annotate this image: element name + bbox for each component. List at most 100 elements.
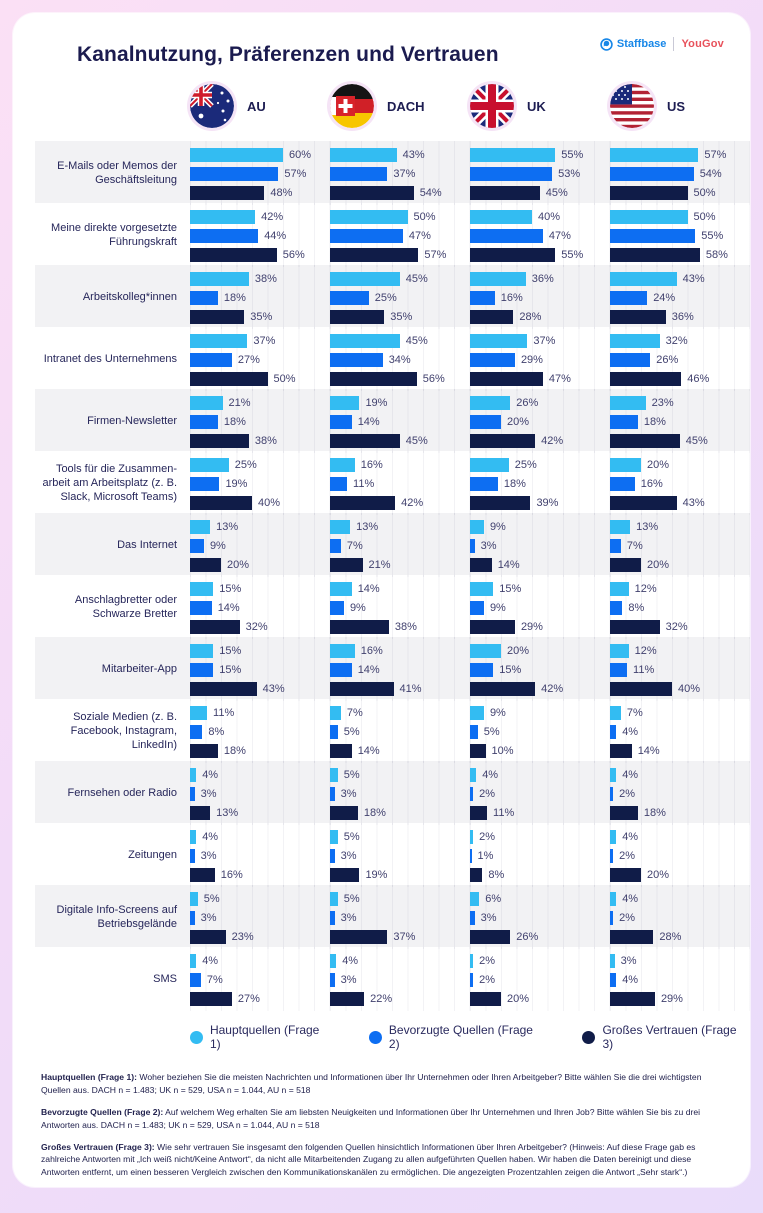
bar-track: 7% <box>610 539 750 553</box>
flag-dach-icon <box>330 84 374 128</box>
bar-track: 18% <box>330 806 470 820</box>
bar-series-1 <box>190 954 197 968</box>
bar-series-2 <box>610 477 635 491</box>
bar-value: 19% <box>365 397 388 409</box>
bar-value: 4% <box>202 831 219 843</box>
bar-track: 29% <box>470 620 610 634</box>
bar-track: 15% <box>190 644 330 658</box>
bar-value: 9% <box>349 602 366 614</box>
bar-group-uk: 9% 3% 14% <box>470 513 610 577</box>
bar-series-2 <box>470 787 474 801</box>
bar-track: 38% <box>330 620 470 634</box>
bar-series-3 <box>610 248 700 262</box>
bar-track: 50% <box>610 186 750 200</box>
bar-value: 35% <box>250 311 273 323</box>
bar-value: 45% <box>545 187 568 199</box>
bar-series-1 <box>470 830 474 844</box>
bar-series-3 <box>190 248 277 262</box>
bar-series-2 <box>610 725 617 739</box>
bar-series-1 <box>610 706 621 720</box>
legend-label: Bevorzugte Quellen (Frage 2) <box>388 1023 533 1051</box>
bar-value: 2% <box>479 788 495 800</box>
bar-value: 26% <box>516 397 539 409</box>
channel-row: E-Mails oder Memos der Geschäftsleitung 6… <box>35 141 750 205</box>
bar-series-2 <box>610 291 648 305</box>
bar-track: 40% <box>470 210 610 224</box>
footnote-2: Bevorzugte Quellen (Frage 2): Auf welche… <box>41 1106 701 1130</box>
bar-series-2 <box>330 229 403 243</box>
bar-series-2 <box>610 353 651 367</box>
channel-label: Zeitungen <box>128 848 177 861</box>
bar-group-us: 57% 54% 50% <box>610 141 750 205</box>
column-header-au: AU <box>190 83 330 129</box>
bar-series-2 <box>190 849 195 863</box>
bar-track: 36% <box>470 272 610 286</box>
bar-track: 10% <box>470 744 610 758</box>
flag-us-icon <box>610 84 654 128</box>
bar-track: 4% <box>610 725 750 739</box>
bar-series-1 <box>470 582 494 596</box>
bar-track: 3% <box>470 911 610 925</box>
bar-track: 16% <box>330 458 470 472</box>
bar-track: 27% <box>190 992 330 1006</box>
bar-value: 14% <box>357 583 380 595</box>
bar-value: 16% <box>360 459 383 471</box>
bar-value: 16% <box>220 869 243 881</box>
bar-series-1 <box>470 148 556 162</box>
bar-value: 23% <box>651 397 674 409</box>
bar-value: 57% <box>424 249 447 261</box>
bar-series-2 <box>190 539 204 553</box>
bar-series-3 <box>470 372 543 386</box>
bar-value: 46% <box>687 373 710 385</box>
bar-value: 20% <box>507 645 530 657</box>
bar-series-3 <box>190 372 268 386</box>
bar-track: 37% <box>190 334 330 348</box>
bar-track: 8% <box>470 868 610 882</box>
bar-value: 22% <box>370 993 393 1005</box>
bar-value: 43% <box>682 497 705 509</box>
bar-series-3 <box>610 992 655 1006</box>
bar-track: 15% <box>190 663 330 677</box>
channel-label: Arbeitskolleg*innen <box>82 290 177 303</box>
channel-label: Meine direkte vorgesetzte Führungskraft <box>51 221 177 248</box>
bar-value: 54% <box>419 187 442 199</box>
bar-track: 55% <box>610 229 750 243</box>
bar-value: 13% <box>216 521 239 533</box>
bar-series-1 <box>330 830 338 844</box>
bar-series-1 <box>190 210 256 224</box>
bar-value: 28% <box>659 931 682 943</box>
bar-value: 10% <box>491 745 514 757</box>
bar-series-1 <box>470 892 480 906</box>
channel-row: Digitale Info-Screens auf Betriebsgeländ… <box>35 885 750 949</box>
bar-value: 3% <box>200 788 217 800</box>
bar-value: 15% <box>219 664 242 676</box>
bar-series-3 <box>330 682 394 696</box>
column-label-dach: DACH <box>387 98 425 114</box>
bar-series-1 <box>190 582 214 596</box>
bar-group-uk: 40% 47% 55% <box>470 203 610 267</box>
bar-series-1 <box>470 396 511 410</box>
bar-series-2 <box>470 415 501 429</box>
bar-series-1 <box>330 582 352 596</box>
bar-track: 14% <box>330 415 470 429</box>
bar-track: 38% <box>190 434 330 448</box>
bar-group-us: 3% 4% 29% <box>610 947 750 1011</box>
bar-track: 9% <box>470 706 610 720</box>
channel-label: SMS <box>153 972 177 985</box>
bar-series-2 <box>470 229 543 243</box>
bar-series-2 <box>190 291 218 305</box>
bar-track: 3% <box>190 911 330 925</box>
bar-series-3 <box>330 868 360 882</box>
bar-value: 29% <box>520 354 543 366</box>
bar-value: 11% <box>493 807 515 819</box>
bar-track: 28% <box>470 310 610 324</box>
bar-track: 50% <box>610 210 750 224</box>
bar-value: 34% <box>388 354 411 366</box>
bar-series-1 <box>330 954 337 968</box>
bar-group-dach: 45% 34% 56% <box>330 327 470 391</box>
bar-value: 35% <box>390 311 413 323</box>
bar-series-3 <box>190 868 215 882</box>
bar-track: 9% <box>330 601 470 615</box>
bar-track: 18% <box>190 291 330 305</box>
bar-series-2 <box>330 725 338 739</box>
